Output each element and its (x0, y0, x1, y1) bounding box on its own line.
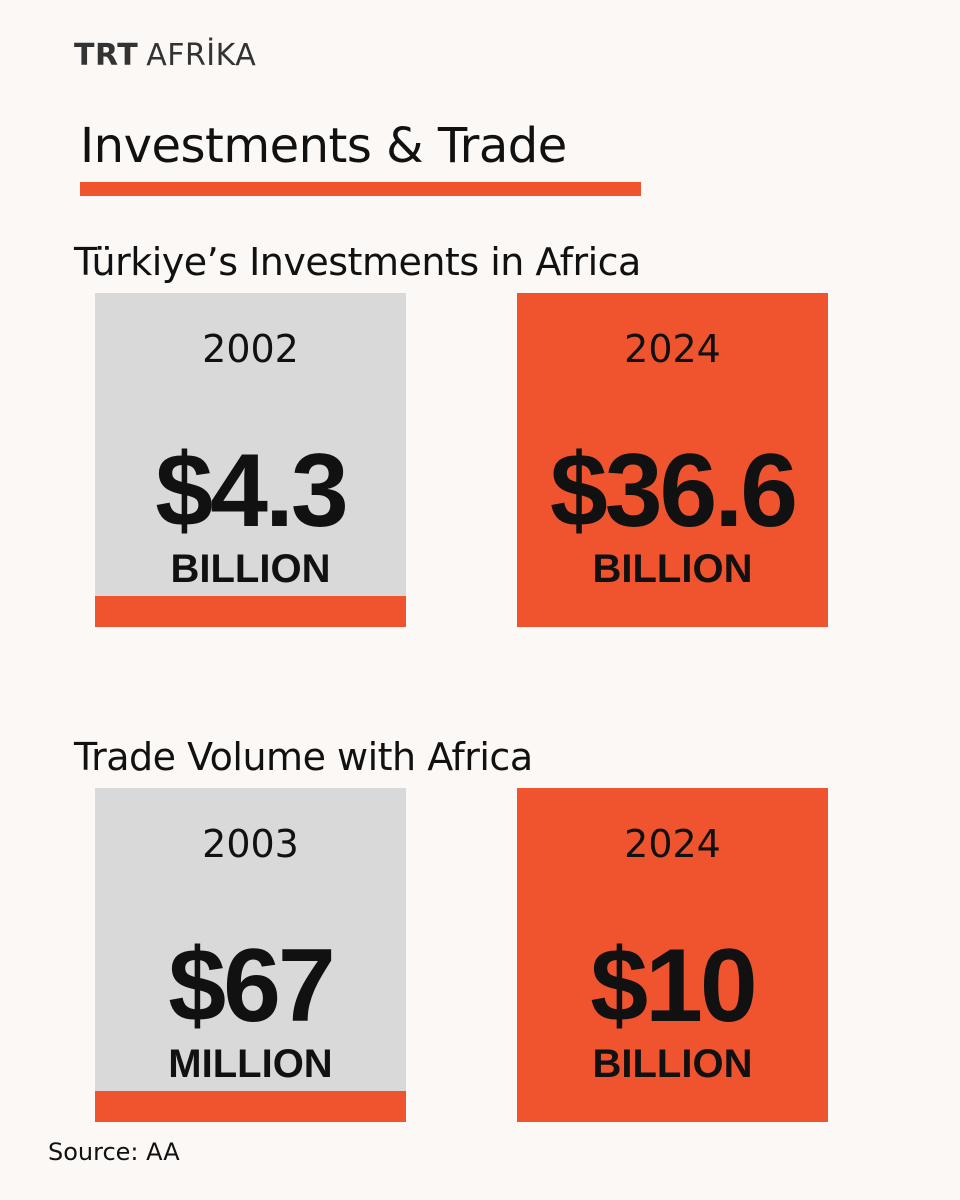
card-year: 2024 (624, 822, 721, 866)
investments-heading: Türkiye’s Investments in Africa (74, 240, 641, 284)
card-year: 2002 (202, 327, 299, 371)
card-unit: BILLION (592, 547, 753, 591)
trade-card-2003: 2003 $67 MILLION (95, 788, 406, 1122)
card-year: 2003 (202, 822, 299, 866)
trade-card-2024: 2024 $10 BILLION (517, 788, 828, 1122)
card-unit: BILLION (170, 547, 331, 591)
trt-afrika-logo: TRT AFRİKA (74, 38, 256, 73)
card-accent-bar (95, 1091, 406, 1122)
investment-card-2002: 2002 $4.3 BILLION (95, 293, 406, 627)
source-note: Source: AA (48, 1138, 180, 1166)
card-unit: MILLION (168, 1042, 333, 1086)
title-underline (80, 182, 641, 196)
investment-card-2024: 2024 $36.6 BILLION (517, 293, 828, 627)
card-amount: $4.3 (155, 433, 348, 549)
logo-brand: TRT (74, 38, 139, 73)
card-amount: $67 (168, 928, 336, 1044)
card-unit: BILLION (592, 1042, 753, 1086)
logo-region: AFRİKA (146, 38, 257, 73)
card-year: 2024 (624, 327, 721, 371)
card-amount: $10 (590, 928, 758, 1044)
trade-heading: Trade Volume with Africa (74, 735, 533, 779)
card-accent-bar (95, 596, 406, 627)
page-title: Investments & Trade (80, 118, 567, 174)
card-amount: $36.6 (549, 433, 798, 549)
